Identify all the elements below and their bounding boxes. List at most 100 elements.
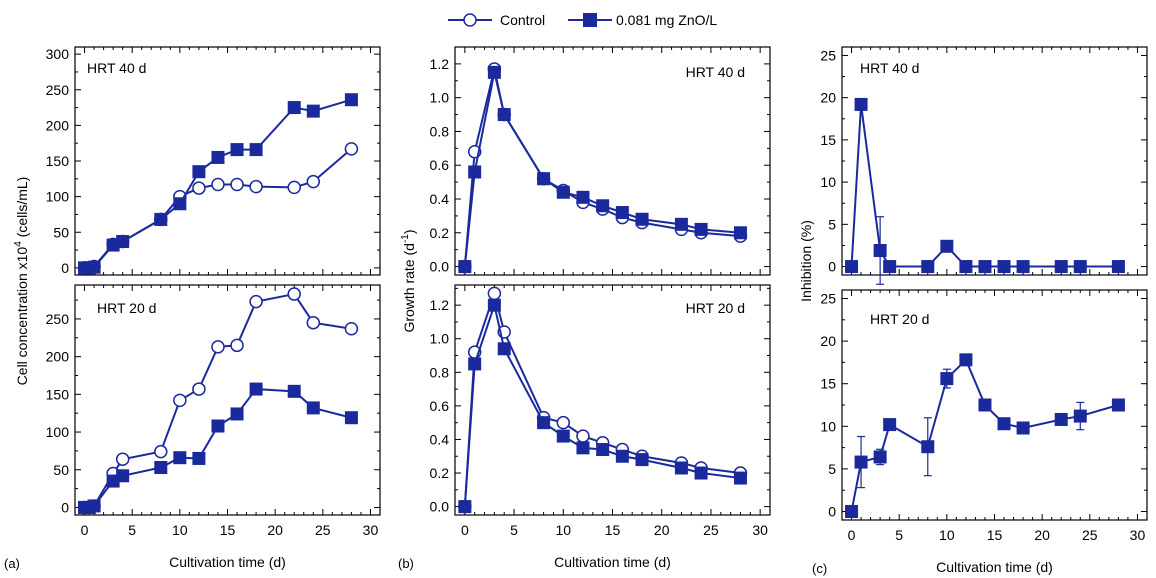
x-tick-label: 5: [895, 527, 903, 543]
plot-frame: [841, 46, 1148, 276]
data-point: [940, 239, 954, 253]
data-point: [230, 177, 244, 192]
y-tick-label: 0: [828, 503, 836, 519]
data-point: [694, 466, 708, 480]
data-point: [615, 449, 629, 463]
data-point: [576, 190, 590, 204]
y-tick-label: 20: [820, 90, 836, 106]
data-point: [468, 165, 482, 179]
x-tick-label: 30: [752, 522, 768, 538]
data-point: [1111, 398, 1125, 412]
x-tick-label: 10: [172, 522, 188, 538]
y-tick-label: 0.8: [430, 364, 450, 380]
panel-annotation: HRT 20 d: [97, 300, 156, 316]
panel-annotation: HRT 20 d: [870, 311, 929, 327]
panel-annotation: HRT 20 d: [686, 300, 745, 316]
y-tick-label: 0.4: [430, 431, 450, 447]
x-tick-label: 25: [703, 522, 719, 538]
series-zno: [845, 353, 1125, 518]
x-tick-label: 0: [461, 522, 469, 538]
data-point: [854, 455, 868, 469]
data-point: [845, 504, 859, 518]
y-tick-label: 10: [820, 418, 836, 434]
data-point: [596, 199, 610, 213]
plot-frame: [454, 46, 771, 276]
data-point: [959, 260, 973, 274]
data-point: [230, 407, 244, 421]
y-tick-label: 15: [820, 132, 836, 148]
data-point: [87, 499, 101, 513]
data-point: [468, 357, 482, 371]
series-line: [850, 358, 1119, 512]
y-tick-label: 150: [46, 386, 70, 402]
data-point: [116, 469, 130, 483]
x-tick-label: 0: [81, 522, 89, 538]
y-tick-label: 0.2: [430, 465, 450, 481]
data-point: [192, 165, 206, 179]
data-point: [733, 471, 747, 485]
y-tick-label: 0: [61, 260, 69, 276]
data-point: [576, 441, 590, 455]
data-point: [487, 286, 502, 301]
y-tick-label: 1.2: [430, 297, 450, 313]
data-point: [306, 401, 320, 415]
x-tick-label: 30: [1130, 527, 1146, 543]
data-point: [249, 294, 263, 309]
superscript: -1: [400, 234, 411, 243]
data-point: [1016, 421, 1030, 435]
data-point: [249, 382, 263, 396]
y-tick-label: 0.2: [430, 225, 450, 241]
y-tick-label: 0.6: [430, 398, 450, 414]
data-point: [873, 450, 887, 464]
data-point: [211, 177, 225, 192]
y-axis-label-tail: (cells/mL): [14, 177, 30, 242]
panel-letter-c: (c): [812, 561, 827, 576]
data-point: [1073, 409, 1087, 423]
chart-a-top: 0 50 100 150 200 250 300 HRT 40 d: [46, 46, 381, 276]
panel-annotation: HRT 40 d: [686, 64, 745, 80]
data-point: [694, 222, 708, 236]
data-point: [211, 150, 225, 164]
y-tick-label: 0.0: [430, 499, 450, 515]
y-tick-label: 1.2: [430, 56, 450, 72]
chart-a-bottom: 0 50 100 150 200 250 0 5 10 15 20 25 30 Cultivation t…: [46, 284, 381, 570]
data-point: [576, 429, 590, 443]
series-line: [84, 148, 353, 269]
y-tick-label: 100: [46, 424, 70, 440]
data-point: [615, 206, 629, 220]
data-point: [154, 212, 168, 226]
panel-annotation: HRT 40 d: [860, 60, 919, 76]
data-point: [306, 104, 320, 118]
series-zno: [458, 298, 747, 514]
data-point: [921, 260, 935, 274]
y-tick-label: 0: [61, 499, 69, 515]
data-point: [1054, 412, 1068, 426]
x-tick-label: 20: [267, 522, 283, 538]
series-zno: [458, 65, 747, 274]
x-tick-label: 15: [220, 522, 236, 538]
data-point: [1073, 260, 1087, 274]
y-tick-label: 250: [46, 82, 70, 98]
data-point: [556, 415, 571, 430]
data-point: [173, 393, 187, 408]
data-point: [306, 315, 321, 330]
data-point: [154, 460, 168, 474]
y-tick-label: 1.0: [430, 90, 450, 106]
data-point: [287, 101, 301, 115]
superscript: 4: [13, 241, 24, 247]
data-point: [635, 212, 649, 226]
data-point: [192, 451, 206, 465]
data-point: [173, 451, 187, 465]
x-axis-label: Cultivation time (d): [554, 554, 671, 570]
y-tick-label: 150: [46, 153, 70, 169]
y-tick-label: 0.8: [430, 123, 450, 139]
data-point: [1111, 260, 1125, 274]
data-point: [192, 382, 206, 396]
data-point: [674, 217, 688, 231]
panel-letter-a: (a): [4, 556, 20, 571]
y-tick-label: 0.6: [430, 157, 450, 173]
x-tick-label: 20: [1034, 527, 1050, 543]
data-point: [116, 235, 130, 249]
data-point: [344, 93, 358, 107]
